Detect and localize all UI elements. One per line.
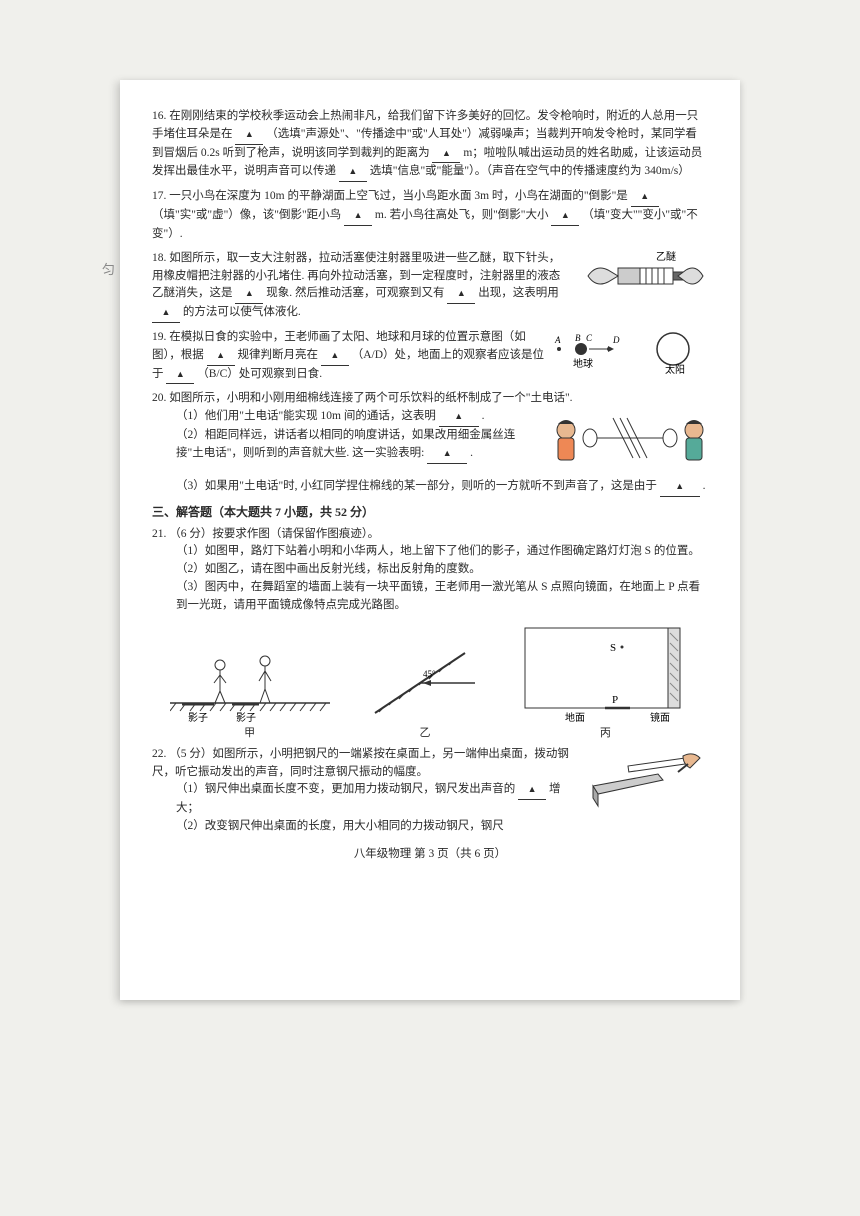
label-b: B	[575, 333, 581, 343]
ether-label: 乙醚	[656, 250, 676, 263]
blank	[344, 207, 372, 226]
q17-text-a: 一只小鸟在深度为 10m 的平静湖面上空飞过，当小鸟距水面 3m 时，小鸟在湖面…	[169, 190, 628, 202]
label-d: D	[612, 335, 620, 345]
figure-yi: 45° 乙	[365, 633, 485, 742]
figure-jia-svg: 影子 影子	[170, 633, 330, 723]
question-20: 20. 如图所示，小明和小刚用细棉线连接了两个可乐饮料的纸杯制成了一个"土电话"…	[152, 390, 708, 497]
caption-bing: 丙	[600, 725, 611, 742]
blank	[432, 145, 460, 164]
blank	[235, 126, 263, 145]
cup-phone-figure	[548, 408, 708, 478]
q20-p3-a: （3）如果用"土电话"时, 小红同学捏住棉线的某一部分，则听的一方就听不到声音了…	[176, 480, 657, 492]
angle-label: 45°	[423, 669, 436, 679]
q19-text-d: （B/C）处可观察到日食.	[197, 368, 322, 380]
q20-p2-b: .	[470, 447, 473, 459]
eclipse-figure: A B C D 地球 太阳	[553, 329, 708, 384]
blank	[447, 285, 475, 304]
blank	[631, 188, 659, 207]
q22-intro: （5 分）如图所示，小明把钢尺的一端紧按在桌面上，另一端伸出桌面，拨动钢尺，听它…	[152, 748, 569, 778]
question-16: 16. 在刚刚结束的学校秋季运动会上热闹非凡，给我们留下许多美好的回忆。发令枪响…	[152, 108, 708, 182]
blank	[235, 285, 263, 304]
blank	[427, 445, 467, 464]
caption-yi: 乙	[419, 725, 430, 742]
svg-text:P: P	[612, 694, 618, 706]
blank	[321, 347, 349, 366]
q18-text-b: 现象. 然后推动活塞，可观察到又有	[266, 287, 444, 299]
blank	[660, 478, 700, 497]
figure-jia: 影子 影子 甲	[170, 633, 330, 742]
label-earth: 地球	[573, 357, 593, 370]
q21-p2: （2）如图乙，请在图中画出反射光线，标出反射角的度数。	[152, 561, 708, 579]
q17-text-c: m. 若小鸟往高处飞，则"倒影"大小	[375, 209, 549, 221]
q22-text-block: 22. （5 分）如图所示，小明把钢尺的一端紧按在桌面上，另一端伸出桌面，拨动钢…	[152, 746, 580, 836]
q16-text-d: 选填"信息"或"能量"）。（声音在空气中的传播速度约为 340m/s）	[370, 165, 690, 177]
svg-text:S: S	[610, 642, 616, 654]
q20-text-block: （1）他们用"土电话"能实现 10m 间的通话，这表明 . （2）相距同样远，讲…	[152, 408, 540, 463]
exam-page: 匀 16. 在刚刚结束的学校秋季运动会上热闹非凡，给我们留下许多美好的回忆。发令…	[120, 80, 740, 1000]
shadow-label-2: 影子	[236, 712, 256, 723]
q17-num: 17.	[152, 190, 166, 202]
label-c: C	[586, 333, 593, 343]
page-footer: 八年级物理 第 3 页（共 6 页）	[152, 846, 708, 864]
q19-text-b: 规律判断月亮在	[238, 349, 319, 361]
question-19: 19. 在模拟日食的实验中，王老师画了太阳、地球和月球的位置示意图（如图），根据…	[152, 329, 708, 384]
blank	[339, 163, 367, 182]
blank	[439, 408, 479, 427]
ruler-figure	[588, 746, 708, 814]
question-21: 21. （6 分）按要求作图（请保留作图痕迹）。 （1）如图甲，路灯下站着小明和…	[152, 526, 708, 615]
q18-text-c: 出现，这表明用	[478, 287, 559, 299]
mirror-label: 镜面	[650, 711, 670, 723]
q22-p2: （2）改变钢尺伸出桌面的长度，用大小相同的力拨动钢尺，钢尺	[152, 818, 580, 836]
label-sun: 太阳	[665, 363, 685, 376]
q21-num: 21.	[152, 528, 166, 540]
q20-num: 20.	[152, 392, 166, 404]
blank	[152, 304, 180, 323]
blank	[551, 207, 579, 226]
ground-label: 地面	[565, 711, 585, 723]
q16-num: 16.	[152, 110, 166, 122]
question-18: 18. 如图所示，取一支大注射器，拉动活塞使注射器里吸进一些乙醚，取下针头，用橡…	[152, 250, 708, 323]
q19-num: 19.	[152, 331, 166, 343]
q19-text-block: 19. 在模拟日食的实验中，王老师画了太阳、地球和月球的位置示意图（如图），根据…	[152, 329, 545, 384]
q21-p3: （3）图丙中，在舞蹈室的墙面上装有一块平面镜，王老师用一激光笔从 S 点照向镜面…	[152, 579, 708, 615]
blank	[518, 781, 546, 800]
q18-text-d: 的方法可以使气体液化.	[183, 306, 301, 318]
q18-text-block: 18. 如图所示，取一支大注射器，拉动活塞使注射器里吸进一些乙醚，取下针头，用橡…	[152, 250, 570, 323]
syringe-figure: 乙醚	[578, 250, 708, 302]
margin-char: 匀	[102, 260, 115, 280]
q22-p1-a: （1）钢尺伸出桌面长度不变，更加用力拨动钢尺，钢尺发出声音的	[176, 783, 515, 795]
label-a: A	[554, 335, 561, 345]
figure-bing-svg: S P 地面 镜面	[520, 623, 690, 723]
q17-text-b: （填"实"或"虚"）像，该"倒影"距小鸟	[152, 209, 341, 221]
q21-figures: 影子 影子 甲 45° 乙	[152, 623, 708, 742]
q20-p1-a: （1）他们用"土电话"能实现 10m 间的通话，这表明	[176, 410, 436, 422]
figure-yi-svg: 45°	[365, 633, 485, 723]
shadow-label-1: 影子	[188, 712, 208, 723]
question-17: 17. 一只小鸟在深度为 10m 的平静湖面上空飞过，当小鸟距水面 3m 时，小…	[152, 188, 708, 243]
q22-num: 22.	[152, 748, 166, 760]
section-3-heading: 三、解答题（本大题共 7 小题，共 52 分）	[152, 503, 708, 522]
q20-p3-b: .	[703, 480, 706, 492]
blank	[166, 366, 194, 385]
question-22: 22. （5 分）如图所示，小明把钢尺的一端紧按在桌面上，另一端伸出桌面，拨动钢…	[152, 746, 708, 836]
q20-p1-b: .	[482, 410, 485, 422]
blank	[207, 347, 235, 366]
figure-bing: S P 地面 镜面 丙	[520, 623, 690, 742]
q21-intro: （6 分）按要求作图（请保留作图痕迹）。	[169, 528, 379, 540]
caption-jia: 甲	[244, 725, 255, 742]
q18-num: 18.	[152, 252, 166, 264]
q20-intro: 如图所示，小明和小刚用细棉线连接了两个可乐饮料的纸杯制成了一个"土电话".	[169, 392, 572, 404]
q21-p1: （1）如图甲，路灯下站着小明和小华两人，地上留下了他们的影子，通过作图确定路灯灯…	[152, 543, 708, 561]
